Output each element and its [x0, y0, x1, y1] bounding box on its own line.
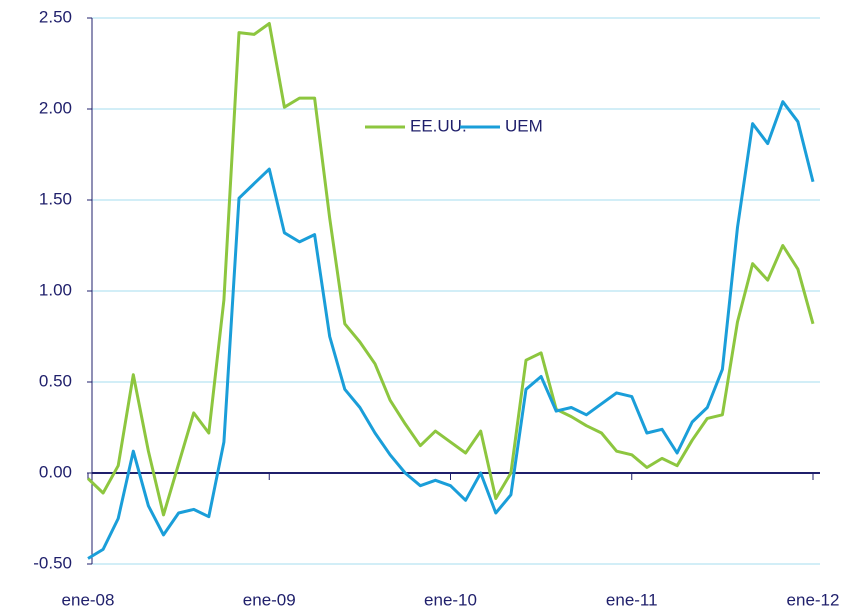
y-tick-label: -0.50 [33, 553, 72, 572]
x-tick-label: ene-12 [787, 590, 840, 609]
y-tick-label: 0.00 [39, 462, 72, 481]
x-tick-label: ene-10 [424, 590, 477, 609]
y-tick-label: 2.00 [39, 98, 72, 117]
legend-label: EE.UU. [410, 116, 467, 135]
series-line [86, 22, 815, 517]
x-tick-label: ene-09 [243, 590, 296, 609]
x-tick-label: ene-08 [62, 590, 115, 609]
series-line [87, 100, 815, 560]
y-tick-label: 1.00 [39, 280, 72, 299]
y-tick-label: 2.50 [39, 7, 72, 26]
y-tick-label: 0.50 [39, 371, 72, 390]
y-tick-label: 1.50 [39, 189, 72, 208]
x-tick-label: ene-11 [606, 590, 658, 609]
legend-label: UEM [505, 116, 543, 135]
